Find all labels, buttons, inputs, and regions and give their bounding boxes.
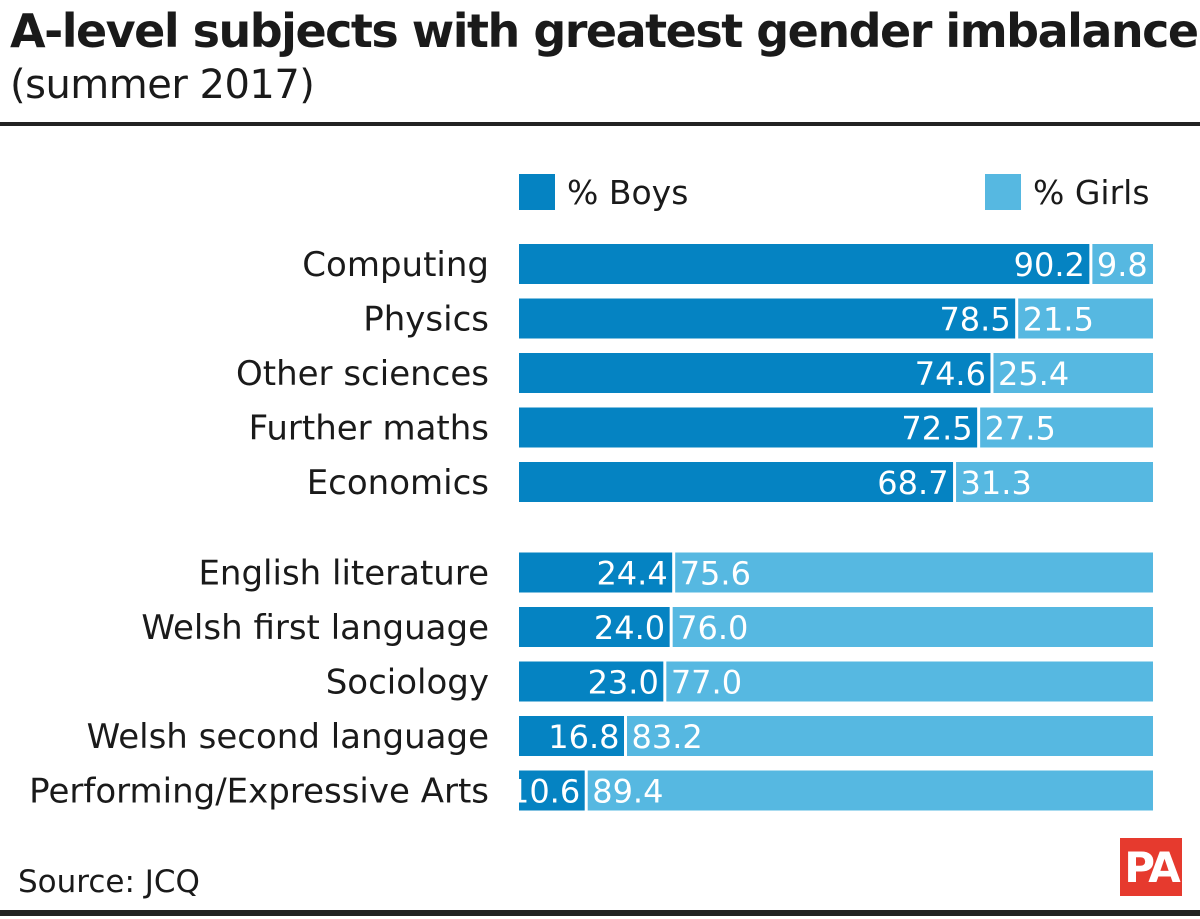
bar-boys	[519, 244, 1091, 284]
bar-separator	[669, 607, 673, 647]
bar-girls	[664, 661, 1153, 702]
bar-separator	[977, 407, 981, 448]
top-rule	[0, 122, 1200, 126]
bar-separator	[663, 661, 667, 702]
value-label-girls: 76.0	[677, 609, 748, 647]
bar-girls	[1090, 244, 1153, 284]
value-label-boys: 72.5	[901, 410, 972, 448]
value-label-girls: 89.4	[592, 773, 663, 811]
category-label: Further maths	[249, 409, 489, 449]
category-label: Physics	[363, 300, 489, 340]
value-label-boys: 68.7	[877, 464, 948, 502]
bar-boys	[519, 661, 665, 702]
chart-subtitle: (summer 2017)	[10, 62, 315, 108]
category-label: Sociology	[326, 663, 489, 703]
bar-boys	[519, 552, 674, 593]
value-label-boys: 90.2	[1014, 246, 1085, 284]
bar-boys	[519, 607, 672, 647]
bar-girls	[954, 462, 1153, 502]
legend-swatch-boys	[519, 174, 555, 210]
category-label: Welsh second language	[87, 717, 489, 757]
category-label: Performing/Expressive Arts	[29, 772, 489, 812]
chart-title: A-level subjects with greatest gender im…	[10, 4, 1199, 58]
value-label-boys: 24.0	[594, 609, 665, 647]
value-label-girls: 31.3	[961, 464, 1032, 502]
bar-separator	[953, 462, 957, 502]
bar-separator	[584, 770, 588, 811]
value-label-boys: 78.5	[939, 301, 1010, 339]
bottom-rule	[0, 910, 1200, 916]
bar-girls	[991, 353, 1153, 393]
value-label-boys: 16.8	[548, 718, 619, 756]
source-note: Source: JCQ	[18, 864, 200, 900]
value-label-girls: 25.4	[998, 355, 1069, 393]
bar-boys	[519, 407, 979, 448]
category-label: Other sciences	[236, 354, 489, 394]
value-label-girls: 75.6	[680, 555, 751, 593]
value-label-girls: 83.2	[632, 718, 703, 756]
stacked-bar-chart: Computing 90.2 9.8 Physics 78.5 21.5 Other sci…	[29, 244, 1153, 812]
value-label-girls: 27.5	[985, 410, 1056, 448]
bar-separator	[990, 353, 994, 393]
bar-separator	[624, 716, 628, 756]
value-label-girls: 9.8	[1097, 246, 1148, 284]
bar-boys	[519, 298, 1017, 339]
bar-separator	[1015, 298, 1019, 339]
legend-item-girls: % Girls	[985, 172, 1150, 212]
bar-boys	[519, 716, 626, 756]
legend-label-boys: % Boys	[567, 172, 689, 212]
bar-boys	[519, 462, 955, 502]
category-label: English literature	[198, 554, 489, 594]
category-label: Economics	[307, 463, 489, 503]
legend-swatch-girls	[985, 174, 1021, 210]
bar-boys	[519, 770, 587, 811]
bar-girls	[625, 716, 1153, 756]
bar-girls	[673, 552, 1153, 593]
value-label-girls: 77.0	[671, 664, 742, 702]
bar-girls	[978, 407, 1153, 448]
bar-boys	[519, 353, 992, 393]
bar-separator	[1089, 244, 1093, 284]
value-label-boys: 10.6	[509, 773, 580, 811]
pa-logo: PA	[1120, 838, 1182, 896]
legend-item-boys: % Boys	[519, 172, 688, 212]
category-label: Computing	[302, 245, 489, 285]
value-label-boys: 24.4	[596, 555, 667, 593]
bar-separator	[672, 552, 676, 593]
category-label: Welsh first language	[141, 608, 489, 648]
legend-label-girls: % Girls	[1033, 172, 1150, 212]
value-label-boys: 23.0	[588, 664, 659, 702]
bar-girls	[671, 607, 1153, 647]
bar-girls	[586, 770, 1153, 811]
bar-girls	[1016, 298, 1153, 339]
value-label-girls: 21.5	[1023, 301, 1094, 339]
value-label-boys: 74.6	[915, 355, 986, 393]
